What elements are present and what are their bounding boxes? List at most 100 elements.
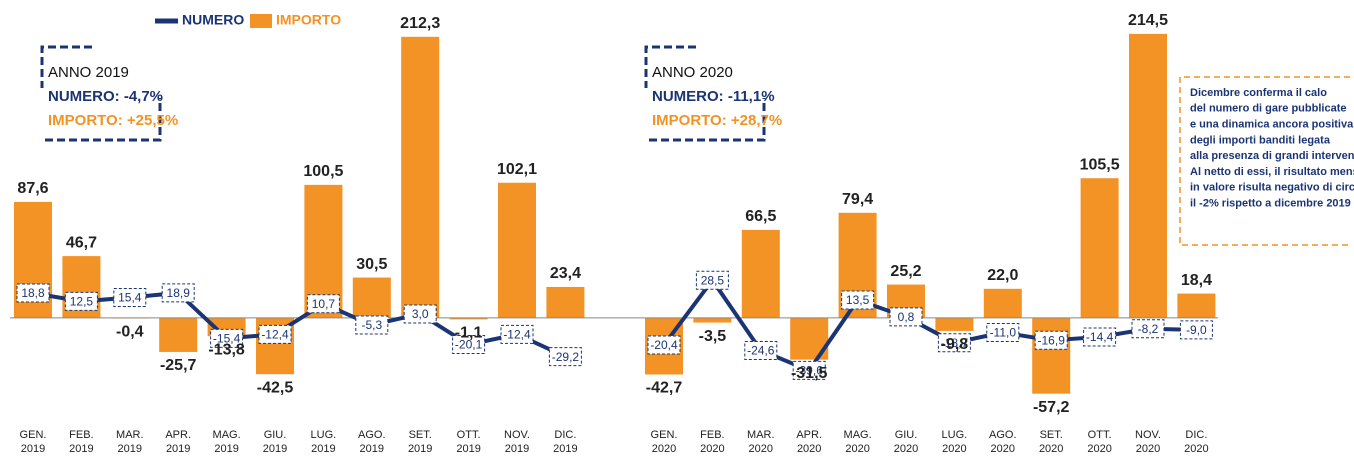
line-label: -8,2 <box>1138 322 1159 336</box>
x-tick-label: AGO. 2020 <box>989 429 1017 455</box>
bar <box>498 182 536 318</box>
line-label: 18,9 <box>167 286 191 300</box>
bar-label: -42,7 <box>646 380 683 397</box>
line-label-box <box>1131 319 1165 339</box>
bar <box>741 229 780 318</box>
bar <box>401 36 440 318</box>
line-label: -29,2 <box>552 350 580 364</box>
bar-label: 18,4 <box>1181 272 1212 289</box>
line-label-box <box>744 341 778 361</box>
line-label: 18,8 <box>21 286 45 300</box>
summary-title: ANNO 2019 <box>48 64 129 81</box>
line-label: 28,5 <box>701 273 725 287</box>
bar <box>449 317 488 320</box>
bar-label: 212,3 <box>400 15 440 32</box>
bar <box>693 317 732 323</box>
note-line: Al netto di essi, il risultato mensile <box>1190 166 1354 178</box>
bar <box>159 317 198 352</box>
bar-label: 100,5 <box>303 163 343 180</box>
bar-label: 23,4 <box>550 265 581 282</box>
summary-importo: IMPORTO: +25,5% <box>48 112 178 129</box>
line-label: -14,4 <box>1086 330 1114 344</box>
summary-title: ANNO 2020 <box>652 64 733 81</box>
line-label-box <box>64 291 98 311</box>
legend-swatch <box>250 14 272 28</box>
line-label: 15,4 <box>118 291 142 305</box>
line-label: 10,7 <box>312 297 336 311</box>
bar-label: 105,5 <box>1080 156 1120 173</box>
x-tick-label: FEB. 2020 <box>700 429 725 455</box>
line-label: -20,4 <box>650 338 678 352</box>
x-tick-label: MAR. 2019 <box>116 429 144 455</box>
bar-label: -57,2 <box>1033 399 1070 416</box>
line-label-box <box>452 335 486 355</box>
line-label-box <box>258 324 292 344</box>
line-label-box <box>1179 320 1213 340</box>
line-label-box <box>355 315 389 335</box>
x-tick-label: DIC. 2019 <box>553 429 578 455</box>
bar <box>546 286 585 318</box>
x-tick-label: GEN. 2020 <box>650 429 678 455</box>
x-tick-label: LUG. 2020 <box>941 429 968 455</box>
x-tick-label: MAG. 2019 <box>212 429 241 455</box>
bar-label: -3,5 <box>699 328 727 345</box>
x-tick-label: OTT. 2019 <box>456 429 481 455</box>
line-label-box <box>937 333 971 353</box>
bar <box>1080 178 1119 318</box>
x-tick-label: APR. 2019 <box>165 429 192 455</box>
line-label-box <box>986 322 1020 342</box>
line-label-box <box>841 290 875 310</box>
summary-numero: NUMERO: -11,1% <box>652 88 775 105</box>
bar <box>352 277 391 318</box>
x-tick-label: GIU. 2019 <box>262 429 288 455</box>
x-tick-label: APR. 2020 <box>796 429 823 455</box>
summary-importo: IMPORTO: +28,7% <box>652 112 782 129</box>
x-tick-label: MAR. 2020 <box>747 429 775 455</box>
line-label: 0,8 <box>898 310 915 324</box>
bar-label: -9,8 <box>941 336 969 353</box>
line-label: -39,6 <box>796 364 824 378</box>
x-tick-label: SET. 2019 <box>407 429 433 455</box>
note-line: del numero di gare pubblicate <box>1190 103 1346 115</box>
note-line: alla presenza di grandi interventi. <box>1190 150 1354 162</box>
x-tick-label: NOV. 2020 <box>1135 429 1161 455</box>
bar-label: -1,1 <box>455 325 483 342</box>
bar <box>935 317 974 331</box>
legend-label: NUMERO <box>182 12 244 28</box>
bar-label: 79,4 <box>842 191 873 208</box>
line-label-box <box>500 324 534 344</box>
line-label: 12,5 <box>70 295 94 309</box>
x-tick-label: DIC. 2020 <box>1184 429 1209 455</box>
line-label: -9,0 <box>1186 323 1207 337</box>
bar-label: 46,7 <box>66 234 97 251</box>
line-label-box <box>889 307 923 327</box>
x-tick-label: NOV. 2019 <box>504 429 530 455</box>
line-label-box <box>647 335 681 355</box>
note-line: il -2% rispetto a dicembre 2019 <box>1190 198 1351 210</box>
line-label: -24,6 <box>747 344 775 358</box>
x-tick-label: SET. 2020 <box>1038 429 1064 455</box>
bar-label: -42,5 <box>257 379 294 396</box>
x-tick-label: LUG. 2019 <box>310 429 337 455</box>
x-tick-label: AGO. 2019 <box>358 429 386 455</box>
line-label-box <box>695 270 729 290</box>
bar <box>983 288 1022 318</box>
note-line: degli importi banditi legata <box>1190 134 1331 146</box>
bar-label: -25,7 <box>160 357 197 374</box>
note-line: in valore risulta negativo di circa <box>1190 182 1354 194</box>
line-label: -11,0 <box>990 326 1017 340</box>
line-label: -20,1 <box>455 338 483 352</box>
line-label-box <box>548 347 582 367</box>
bar-label: 25,2 <box>890 263 921 280</box>
line-label: 13,5 <box>846 293 870 307</box>
bracket <box>649 98 766 142</box>
line-label-box <box>210 328 244 348</box>
line-label-box <box>113 288 147 308</box>
bar <box>1177 293 1216 318</box>
line-label-box <box>1083 327 1117 347</box>
legend-label: IMPORTO <box>276 12 341 28</box>
bar-label: -31,5 <box>791 365 828 382</box>
summary-box <box>40 45 766 142</box>
x-tick-label: MAG. 2020 <box>843 429 872 455</box>
